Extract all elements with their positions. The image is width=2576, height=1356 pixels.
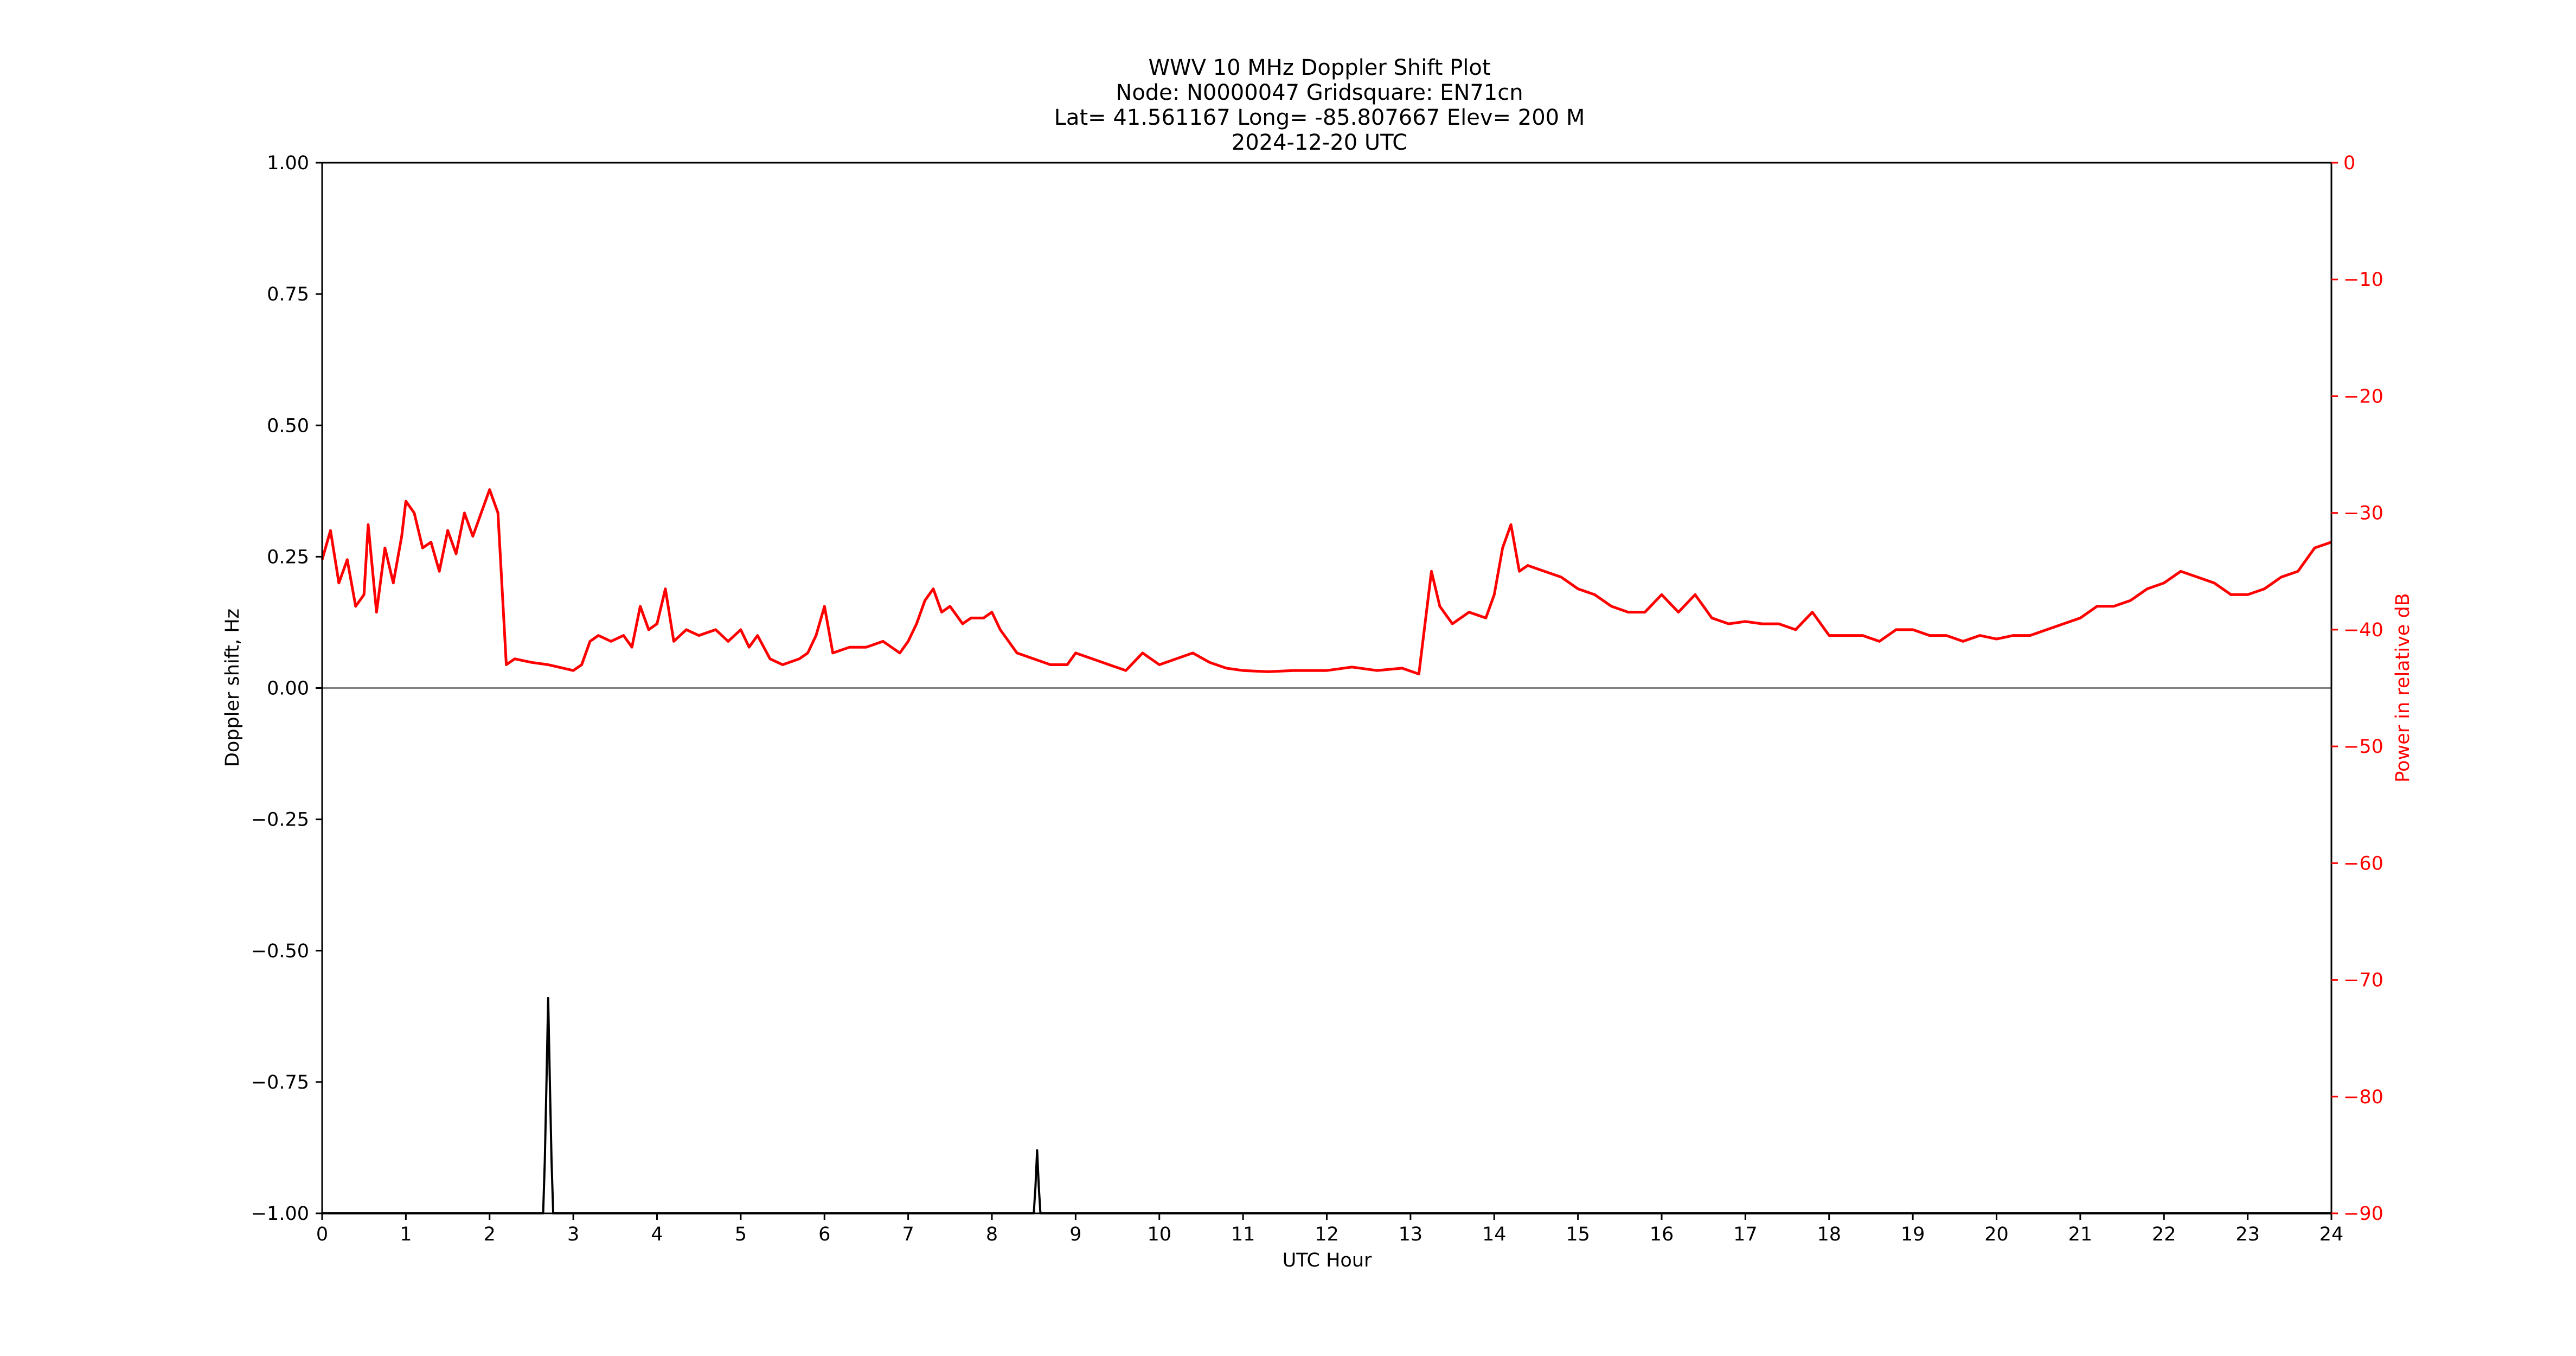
x-tick-label: 21 (2068, 1224, 2093, 1245)
x-tick-label: 6 (818, 1224, 830, 1245)
chart-subtitle-date: 2024-12-20 UTC (1232, 130, 1407, 155)
y-tick-label: −0.75 (251, 1072, 309, 1093)
right-y-tick-label: −70 (2343, 970, 2383, 992)
x-tick-label: 5 (735, 1224, 747, 1245)
y-tick-label: −0.25 (251, 809, 309, 831)
y-axis-ticks: 1.00 0.75 0.50 0.25 0.00 −0.25 −0.50 −0.75 −1.00 (251, 152, 322, 1225)
x-tick-label: 17 (1733, 1224, 1758, 1245)
right-y-tick-label: −10 (2343, 269, 2383, 291)
x-tick-label: 12 (1315, 1224, 1339, 1245)
x-tick-label: 22 (2152, 1224, 2176, 1245)
y-tick-label: 0.50 (267, 415, 309, 437)
right-y-tick-label: −40 (2343, 619, 2383, 641)
right-y-tick-label: −30 (2343, 503, 2383, 525)
x-axis-ticks: 0 1 2 3 4 5 6 7 8 9 10 11 12 13 14 15 16 17 18 19 20 21 22 23 24 (316, 1213, 2343, 1245)
x-tick-label: 20 (1984, 1224, 2009, 1245)
x-tick-label: 13 (1399, 1224, 1423, 1245)
x-tick-label: 23 (2235, 1224, 2260, 1245)
plot-area (321, 488, 2332, 1214)
series-line-1 (321, 488, 2332, 676)
y-tick-label: 1.00 (267, 152, 309, 174)
y-tick-label: 0.25 (267, 546, 309, 568)
right-y-axis-ticks: 0 −10 −20 −30 −40 −50 −60 −70 −80 −90 (2331, 152, 2383, 1225)
x-tick-label: 1 (400, 1224, 412, 1245)
x-tick-label: 18 (1817, 1224, 1841, 1245)
right-y-tick-label: −90 (2343, 1203, 2383, 1225)
chart-title: WWV 10 MHz Doppler Shift Plot (1148, 55, 1490, 80)
x-tick-label: 8 (986, 1224, 998, 1245)
right-y-tick-label: −60 (2343, 853, 2383, 874)
right-y-tick-label: −50 (2343, 736, 2383, 758)
y-tick-label: −1.00 (251, 1203, 309, 1225)
x-tick-label: 9 (1069, 1224, 1081, 1245)
right-y-tick-label: −80 (2343, 1086, 2383, 1108)
series-line-0 (322, 996, 2331, 1214)
right-y-tick-label: 0 (2343, 152, 2355, 174)
x-tick-label: 4 (651, 1224, 663, 1245)
y-tick-label: −0.50 (251, 941, 309, 962)
x-tick-label: 2 (484, 1224, 496, 1245)
right-y-tick-label: −20 (2343, 386, 2383, 407)
x-tick-label: 16 (1650, 1224, 1674, 1245)
x-tick-label: 10 (1147, 1224, 1171, 1245)
x-tick-label: 0 (316, 1224, 328, 1245)
y-axis-label: Doppler shift, Hz (222, 609, 243, 767)
x-tick-label: 3 (567, 1224, 579, 1245)
right-y-axis-label: Power in relative dB (2392, 593, 2414, 782)
x-tick-label: 7 (902, 1224, 914, 1245)
x-tick-label: 15 (1566, 1224, 1590, 1245)
x-tick-label: 24 (2319, 1224, 2344, 1245)
x-tick-label: 14 (1482, 1224, 1507, 1245)
x-axis-label: UTC Hour (1283, 1250, 1372, 1271)
chart-subtitle-location: Lat= 41.561167 Long= -85.807667 Elev= 20… (1054, 105, 1585, 130)
chart-subtitle-node: Node: N0000047 Gridsquare: EN71cn (1116, 80, 1523, 105)
x-tick-label: 11 (1231, 1224, 1255, 1245)
x-tick-label: 19 (1901, 1224, 1925, 1245)
y-tick-label: 0.75 (267, 284, 309, 305)
y-tick-label: 0.00 (267, 678, 309, 700)
